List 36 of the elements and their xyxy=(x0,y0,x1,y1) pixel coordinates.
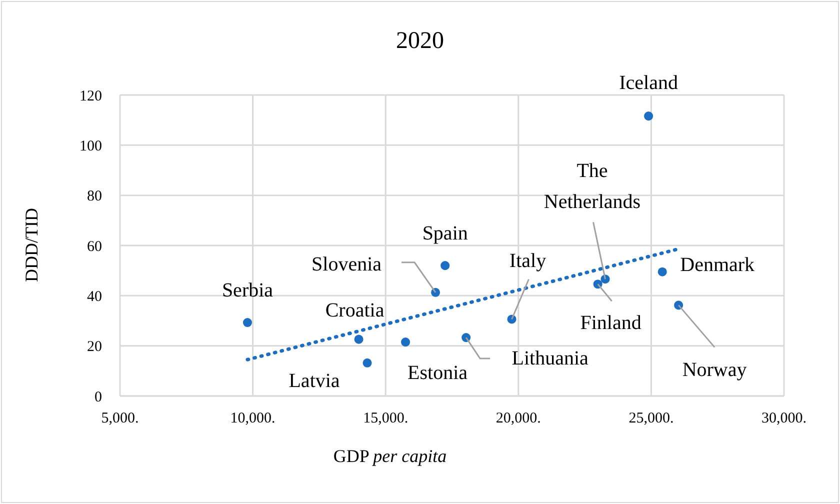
annotation: Slovenia xyxy=(312,253,382,276)
point xyxy=(354,334,364,344)
annotation: Iceland xyxy=(619,72,678,94)
annotation: Latvia xyxy=(288,370,340,392)
point xyxy=(440,261,450,270)
chart-title: 2020 xyxy=(395,28,445,55)
point xyxy=(401,338,410,347)
x-tick-label: 25,000. xyxy=(628,410,674,427)
point xyxy=(362,358,372,368)
point xyxy=(242,318,252,328)
y-tick-label: 120 xyxy=(80,88,102,104)
y-tick-label: 60 xyxy=(87,238,102,255)
y-tick-label: 80 xyxy=(87,188,102,205)
annotation: Finland xyxy=(580,312,642,334)
annotation: Denmark xyxy=(680,254,755,276)
x-tick-label: 10,000. xyxy=(230,410,276,427)
y-axis-title: DDD/TID xyxy=(22,208,42,282)
x-tick-label: 5,000. xyxy=(101,410,139,427)
annotation: Norway xyxy=(682,359,747,382)
annotation: Lithuania xyxy=(512,348,589,370)
annotation: Estonia xyxy=(408,362,468,384)
annotation: The Netherlands xyxy=(544,160,641,214)
y-tick-label: 20 xyxy=(87,339,102,356)
annotation: Serbia xyxy=(222,280,274,302)
x-tick-label: 15,000. xyxy=(363,410,408,427)
x-tick-label: 20,000. xyxy=(496,410,541,427)
annotation: Italy xyxy=(509,250,546,272)
point xyxy=(644,112,654,121)
point xyxy=(658,267,667,276)
y-tick-label: 0 xyxy=(94,389,102,406)
y-tick-label: 40 xyxy=(87,288,102,305)
x-axis-title: GDP per capita xyxy=(333,446,447,466)
y-tick-label: 100 xyxy=(80,138,102,154)
x-tick-label: 30,000. xyxy=(762,410,806,427)
annotation: Croatia xyxy=(325,299,384,322)
annotation: Spain xyxy=(422,222,468,245)
